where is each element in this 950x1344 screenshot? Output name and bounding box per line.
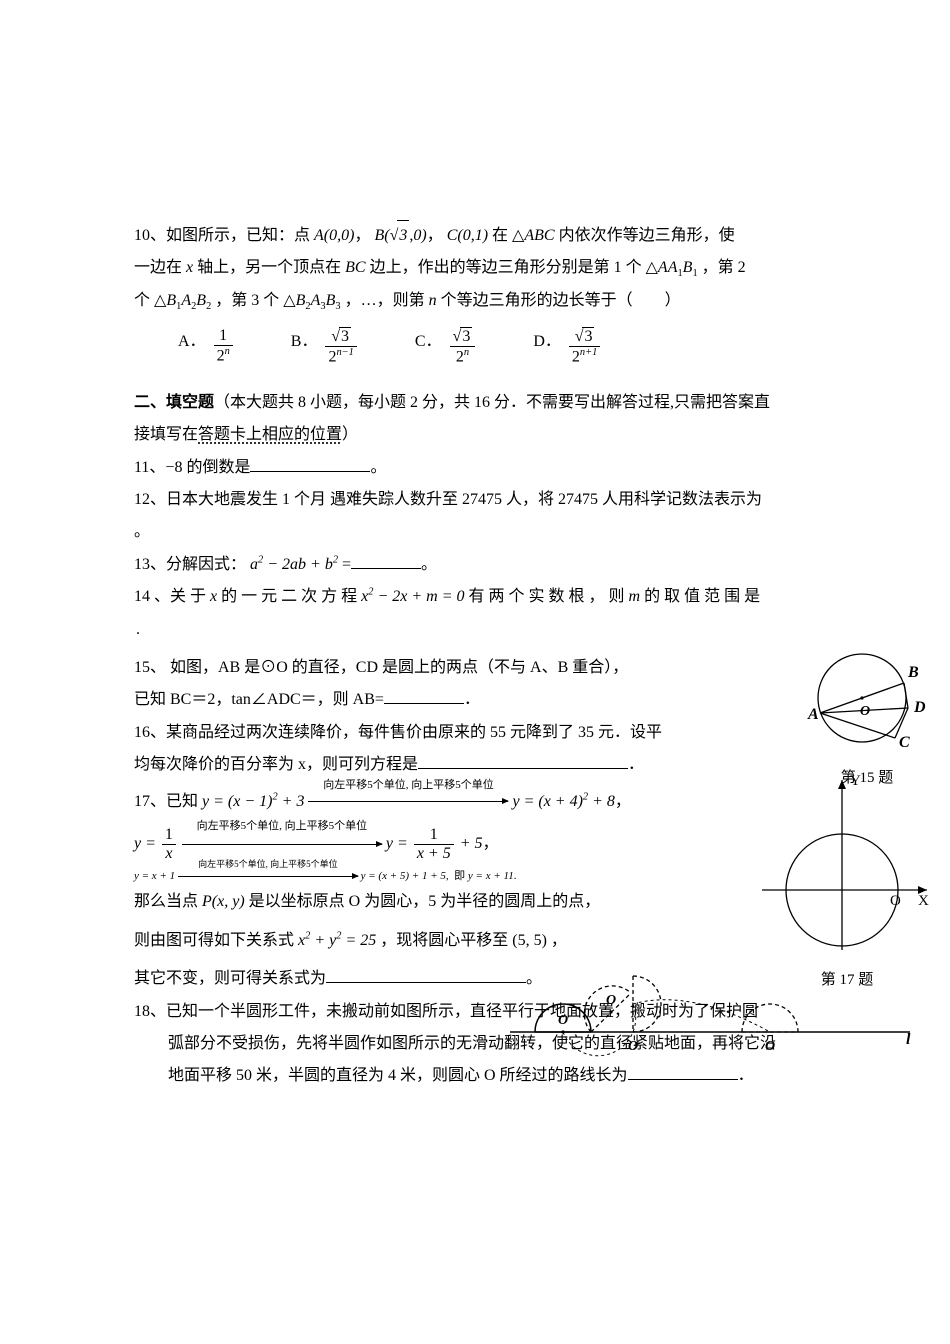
svg-text:O: O xyxy=(860,704,870,719)
svg-text:O: O xyxy=(628,1039,638,1054)
q17-arrow3: 向左平移5个单位, 向上平移5个单位 xyxy=(178,876,358,877)
q14: 14 、关 于 x 的 一 元 二 次 方 程 x2 − 2x + m = 0 … xyxy=(134,582,870,612)
q10-line1: 10、如图所示，已知：点 A(0,0)， B(3,0)， C(0,1) 在 △A… xyxy=(134,220,870,251)
q15-l2: 已知 BC＝2，tan∠ADC＝，则 AB=． xyxy=(134,685,870,715)
fig15: A B C D O 第 15 题 xyxy=(802,643,932,793)
fig18: O O O O l xyxy=(510,966,920,1067)
q10-optC: C． 3 2n xyxy=(415,327,477,366)
q15-blank xyxy=(384,687,464,704)
q14-eq: x2 − 2x + m = 0 xyxy=(361,588,464,605)
q17-l5: 则由图可得如下关系式 x2 + y2 = 25 ，现将圆心平移至 (5, 5) … xyxy=(134,926,870,956)
svg-text:O: O xyxy=(558,1013,568,1028)
q10-mid: 在 xyxy=(492,227,508,244)
svg-text:Y: Y xyxy=(850,773,861,789)
svg-text:O: O xyxy=(765,1039,775,1054)
svg-text:C: C xyxy=(899,734,910,751)
q10-line2: 一边在 x 轴上，另一个顶点在 BC 边上，作出的等边三角形分别是第 1 个 △… xyxy=(134,253,870,284)
fig17: X Y O 第 17 题 xyxy=(762,775,932,995)
q10-line3: 个 △B1A2B2 ，第 3 个 △B2A3B3 ，…，则第 n 个等边三角形的… xyxy=(134,286,870,317)
q17-arrow1: 向左平移5个单位, 向上平移5个单位 xyxy=(308,801,508,802)
q10-A: A(0,0) xyxy=(314,227,354,244)
section2-line2: 接填写在答题卡上相应的位置） xyxy=(134,420,870,450)
svg-text:X: X xyxy=(918,893,929,909)
svg-text:l: l xyxy=(906,1031,911,1048)
q10-B-rad: 3 xyxy=(397,220,409,251)
q10-t3: △B2A3B3 xyxy=(283,292,340,309)
q10-C: C(0,1) xyxy=(447,227,488,244)
q13-expr: a2 − 2ab + b2 xyxy=(250,556,338,573)
q12-post: 。 xyxy=(134,517,870,547)
q17-blank xyxy=(326,966,526,983)
q10-post: 内依次作等边三角形，使 xyxy=(559,227,735,244)
section2-line1: 二、填空题（本大题共 8 小题，每小题 2 分，共 16 分．不需要写出解答过程… xyxy=(134,388,870,418)
q10-t2: △B1A2B2 xyxy=(154,292,211,309)
svg-text:O: O xyxy=(890,893,901,909)
q16-blank xyxy=(418,752,628,769)
q10-options: A． 1 2n B． 3 2n−1 C． 3 2n D． 3 2n+1 xyxy=(134,327,870,366)
q14-blank-line: . xyxy=(134,615,870,645)
q15-l1: 15、 如图，AB 是⊙O 的直径，CD 是圆上的两点（不与 A、B 重合）， xyxy=(134,653,870,683)
q17-rel: x2 + y2 = 25 xyxy=(298,932,376,949)
q11: 11、−8 的倒数是。 xyxy=(134,453,870,483)
q10-optD: D． 3 2n+1 xyxy=(533,327,602,366)
q11-blank xyxy=(250,455,370,472)
q12: 12、日本大地震发生 1 个月 遇难失踪人数升至 27475 人，将 27475… xyxy=(134,485,870,515)
q10-optA: A． 1 2n xyxy=(178,327,235,365)
q10-pre: 10、如图所示，已知：点 xyxy=(134,227,310,244)
q17-small: y = x + 1 向左平移5个单位, 向上平移5个单位 y = (x + 5)… xyxy=(134,866,870,887)
q17-eq1l: y = (x − 1)2 + 3 xyxy=(202,793,304,810)
q13: 13、分解因式： a2 − 2ab + b2 =。 xyxy=(134,550,870,580)
q17-arrow2: 向左平移5个单位, 向上平移5个单位 xyxy=(182,844,382,845)
svg-text:A: A xyxy=(807,706,819,723)
svg-text:D: D xyxy=(913,699,926,716)
q16-l2: 均每次降价的百分率为 x，则可列方程是． xyxy=(134,750,870,780)
q13-blank xyxy=(351,552,421,569)
q16-l1: 16、某商品经过两次连续降价，每件售价由原来的 55 元降到了 35 元．设平 xyxy=(134,718,870,748)
svg-text:B: B xyxy=(907,664,919,681)
page-root: 10、如图所示，已知：点 A(0,0)， B(3,0)， C(0,1) 在 △A… xyxy=(0,0,950,1134)
q17-l4: 那么当点 P(x, y) 是以坐标原点 O 为圆心，5 为半径的圆周上的点， xyxy=(134,887,870,917)
q10-optB: B． 3 2n−1 xyxy=(291,327,359,366)
q10-t1: △AA1B1 xyxy=(646,259,698,276)
q10-tri: △ABC xyxy=(512,227,555,244)
q17-eq1r: y = (x + 4)2 + 8 xyxy=(512,793,614,810)
svg-text:O: O xyxy=(606,993,616,1008)
